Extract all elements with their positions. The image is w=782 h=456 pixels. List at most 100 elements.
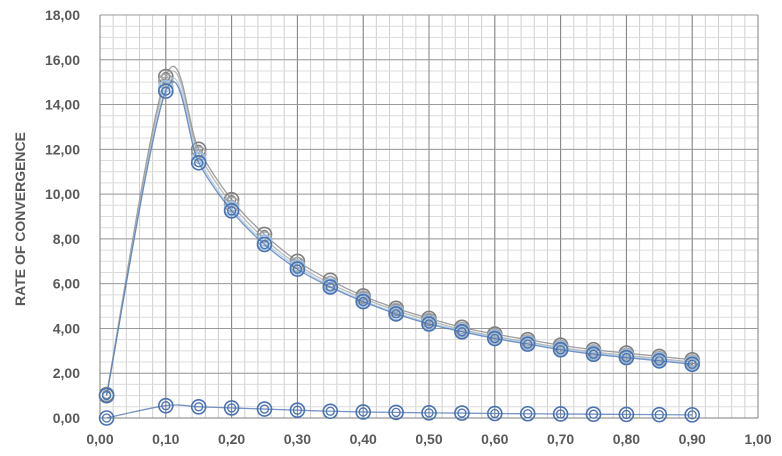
data-point-inner <box>194 402 204 412</box>
data-point-outer <box>355 404 372 420</box>
data-point-outer <box>454 405 470 421</box>
x-tick-label: 0,30 <box>284 431 311 447</box>
data-point-inner <box>358 407 368 417</box>
data-point-inner <box>259 404 270 414</box>
data-point-inner <box>588 349 599 359</box>
data-point-inner <box>457 327 467 337</box>
x-tick-label: 1,00 <box>744 431 771 447</box>
data-point-outer <box>486 330 503 347</box>
x-tick-label: 0,10 <box>152 431 179 447</box>
data-point-inner <box>292 264 303 274</box>
data-point-inner <box>588 409 599 419</box>
data-point-inner <box>259 239 270 250</box>
data-point-outer <box>519 405 536 422</box>
data-point-inner <box>457 408 467 418</box>
data-point-outer <box>158 83 174 99</box>
data-point-outer <box>684 356 701 373</box>
data-point-inner <box>101 390 112 401</box>
series-2 <box>98 70 701 404</box>
y-tick-label: 16,00 <box>45 52 80 68</box>
data-point-outer <box>651 406 668 423</box>
data-point-inner <box>621 409 632 420</box>
data-point-outer <box>98 410 115 426</box>
data-point-inner <box>555 345 566 355</box>
data-point-outer <box>256 401 273 417</box>
series-layer <box>98 65 701 426</box>
data-point-outer <box>388 306 404 322</box>
data-point-inner <box>654 409 664 420</box>
data-point-inner <box>226 206 237 216</box>
data-point-inner <box>490 333 500 344</box>
data-point-outer <box>98 387 115 404</box>
y-tick-label: 6,00 <box>53 276 80 292</box>
data-point-outer <box>289 402 306 418</box>
y-tick-label: 0,00 <box>53 410 80 426</box>
data-point-outer <box>486 405 503 422</box>
data-point-inner <box>523 409 533 419</box>
data-point-inner <box>490 408 500 419</box>
y-tick-label: 4,00 <box>53 320 80 336</box>
data-point-outer <box>421 316 437 332</box>
y-tick-label: 10,00 <box>45 186 80 202</box>
data-point-inner <box>687 410 697 420</box>
data-point-outer <box>552 406 569 422</box>
y-tick-label: 2,00 <box>53 365 80 381</box>
data-point-outer <box>421 405 437 421</box>
data-point-outer <box>190 154 207 171</box>
series-line <box>105 70 693 396</box>
data-point-inner <box>523 339 533 349</box>
data-point-outer <box>552 341 569 358</box>
data-point-outer <box>223 400 240 416</box>
data-point-inner <box>555 409 566 419</box>
data-point-inner <box>391 309 401 319</box>
data-point-inner <box>101 413 112 423</box>
data-point-outer <box>190 146 207 162</box>
data-point-inner <box>292 405 303 415</box>
y-axis-title: RATE OF CONVERGENCE <box>12 132 28 306</box>
data-point-inner <box>226 403 237 413</box>
data-point-outer <box>322 279 339 295</box>
y-tick-label: 18,00 <box>45 7 80 23</box>
series-line <box>106 404 693 419</box>
data-point-inner <box>424 408 434 418</box>
data-point-inner <box>194 158 204 168</box>
data-point-outer <box>585 406 602 422</box>
data-point-inner <box>391 407 401 418</box>
data-point-outer <box>256 236 273 253</box>
data-point-outer <box>223 203 240 219</box>
data-point-outer <box>388 404 404 421</box>
data-point-inner <box>687 359 697 369</box>
x-tick-label: 0,40 <box>350 431 377 447</box>
x-tick-label: 0,00 <box>86 431 113 447</box>
x-tick-label: 0,90 <box>679 431 706 447</box>
data-point-inner <box>161 86 171 96</box>
y-tick-labels: 0,00 2,00 4,00 6,00 8,00 10,00 12,00 14,00 16,00… <box>45 7 80 426</box>
data-point-outer <box>651 353 668 369</box>
data-point-outer <box>355 293 372 310</box>
x-tick-label: 0,80 <box>613 431 640 447</box>
x-tick-label: 0,70 <box>547 431 574 447</box>
data-point-outer <box>158 397 174 414</box>
data-point-outer <box>618 349 635 366</box>
data-point-inner <box>654 356 664 366</box>
series-5 <box>98 397 701 426</box>
y-tick-label: 14,00 <box>45 97 80 113</box>
data-point-outer <box>322 403 339 420</box>
data-point-inner <box>424 319 434 329</box>
data-point-inner <box>325 406 335 416</box>
data-point-outer <box>618 406 635 423</box>
data-point-outer <box>454 324 470 340</box>
x-tick-labels: 0,00 0,10 0,20 0,30 0,40 0,50 0,60 0,70 0,80 0,90… <box>86 431 771 447</box>
data-point-inner <box>325 282 335 292</box>
axes <box>99 15 758 419</box>
data-point-inner <box>358 296 368 307</box>
data-point-outer <box>684 407 701 423</box>
data-point-inner <box>161 401 171 411</box>
series-line <box>105 77 693 396</box>
x-tick-label: 0,60 <box>481 431 508 447</box>
data-point-outer <box>289 261 306 277</box>
data-point-outer <box>585 346 602 362</box>
series-4 <box>98 81 701 404</box>
